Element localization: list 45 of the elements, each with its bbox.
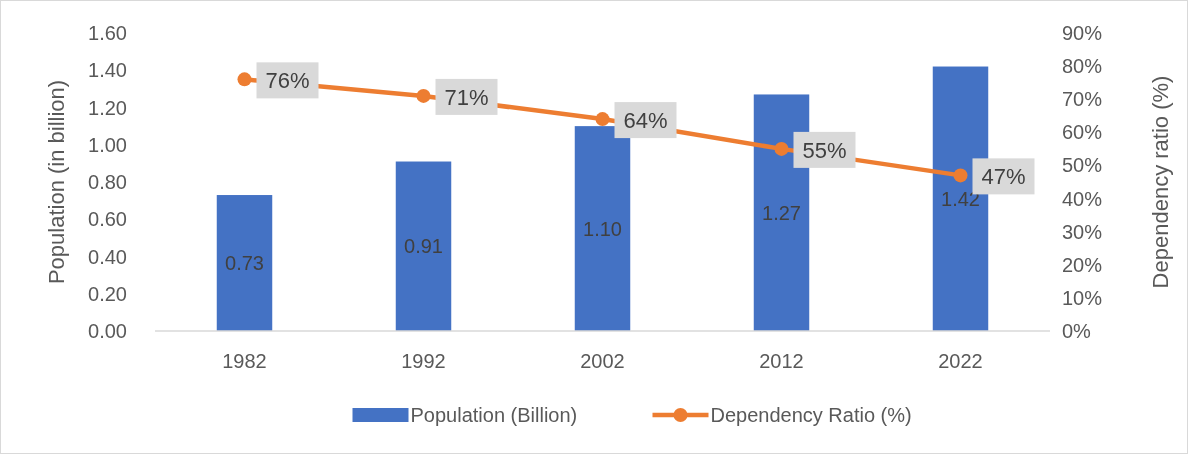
x-tick-label: 2012 <box>759 350 804 372</box>
y2-tick-label: 70% <box>1062 88 1103 111</box>
data-label: 1.27 <box>762 201 801 224</box>
legend-label: Population (Billion) <box>410 404 578 426</box>
data-label: 1.10 <box>583 217 622 240</box>
y-tick-label: 0.80 <box>88 171 127 193</box>
y-axis-title: Population (in billion) <box>44 79 69 285</box>
bar <box>216 195 273 331</box>
data-label: 71% <box>444 84 489 110</box>
y-tick-label: 0.00 <box>88 320 127 342</box>
y2-tick-label: 30% <box>1062 220 1103 243</box>
point <box>416 88 431 103</box>
y-tick-label: 1.60 <box>88 22 127 44</box>
y-tick-label: 1.20 <box>88 96 127 119</box>
y2-tick-label: 90% <box>1062 22 1103 44</box>
y2-tick-label: 50% <box>1062 154 1103 177</box>
y-tick-label: 1.40 <box>88 59 127 82</box>
y2-tick-label: 40% <box>1062 187 1103 210</box>
data-label: 76% <box>265 68 310 94</box>
y-tick-label: 0.60 <box>88 208 127 231</box>
y2-tick-label: 10% <box>1062 286 1103 309</box>
data-label: 55% <box>802 137 847 163</box>
y2-tick-label: 60% <box>1062 121 1103 144</box>
point <box>237 72 252 87</box>
y2-tick-label: 20% <box>1062 253 1103 276</box>
bar <box>574 126 631 331</box>
x-tick-label: 1982 <box>222 350 267 372</box>
point <box>595 112 610 127</box>
y2-tick-label: 80% <box>1062 55 1103 78</box>
x-tick-label: 2022 <box>938 350 983 372</box>
point <box>774 141 789 156</box>
data-label: 47% <box>981 164 1026 190</box>
data-label: 64% <box>623 108 668 134</box>
legend-label: Dependency Ratio (%) <box>710 404 912 426</box>
data-label: 0.73 <box>225 252 264 275</box>
y-tick-label: 0.20 <box>88 282 127 305</box>
y2-tick-label: 0% <box>1062 320 1092 342</box>
point <box>953 168 968 183</box>
y-tick-label: 1.00 <box>88 133 127 156</box>
x-tick-label: 2002 <box>580 350 625 372</box>
bar <box>395 161 452 331</box>
data-label: 0.91 <box>404 235 443 258</box>
y2-axis-title: Dependency ratio (%) <box>1148 75 1173 289</box>
x-tick-label: 1992 <box>401 350 446 372</box>
y-tick-label: 0.40 <box>88 245 127 268</box>
